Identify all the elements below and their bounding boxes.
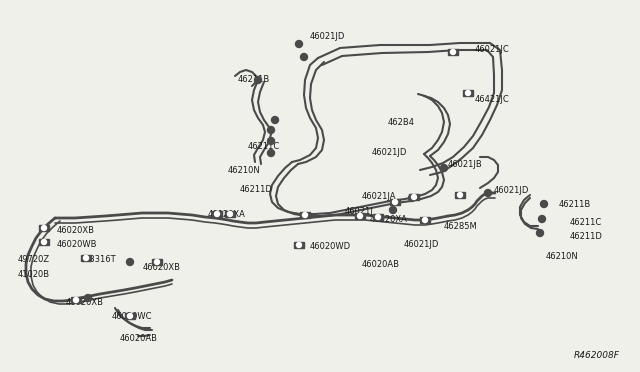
- Bar: [409, 194, 419, 200]
- Text: 46020XB: 46020XB: [143, 263, 181, 272]
- Bar: [225, 211, 235, 217]
- Text: R462008F: R462008F: [574, 351, 620, 360]
- Bar: [39, 239, 49, 245]
- Circle shape: [440, 164, 447, 171]
- Bar: [390, 199, 400, 205]
- Text: 46020XA: 46020XA: [208, 210, 246, 219]
- Bar: [294, 242, 304, 248]
- Text: 46021J: 46021J: [345, 207, 374, 216]
- Circle shape: [408, 195, 415, 202]
- Bar: [455, 192, 465, 198]
- Bar: [355, 213, 365, 219]
- Bar: [373, 214, 383, 220]
- Circle shape: [296, 41, 303, 48]
- Circle shape: [538, 215, 545, 222]
- Circle shape: [458, 192, 463, 198]
- Text: 46421JC: 46421JC: [475, 95, 509, 104]
- Circle shape: [83, 256, 88, 260]
- Circle shape: [390, 206, 397, 214]
- Text: 46020AB: 46020AB: [362, 260, 400, 269]
- Circle shape: [451, 49, 456, 55]
- Text: 46211B: 46211B: [559, 200, 591, 209]
- Bar: [125, 313, 135, 319]
- Bar: [448, 49, 458, 55]
- Bar: [152, 259, 162, 265]
- Circle shape: [227, 212, 232, 217]
- Circle shape: [484, 189, 492, 196]
- Text: 46210N: 46210N: [546, 252, 579, 261]
- Circle shape: [358, 214, 362, 218]
- Circle shape: [465, 90, 470, 96]
- Circle shape: [214, 212, 220, 217]
- Circle shape: [271, 116, 278, 124]
- Text: 46211D: 46211D: [240, 185, 273, 194]
- Text: 46020WC: 46020WC: [112, 312, 152, 321]
- Circle shape: [296, 243, 301, 247]
- Text: 46020XB: 46020XB: [57, 226, 95, 235]
- Text: 46285M: 46285M: [444, 222, 477, 231]
- Text: 49720Z: 49720Z: [18, 255, 50, 264]
- Circle shape: [536, 230, 543, 237]
- Text: 46020XB: 46020XB: [66, 298, 104, 307]
- Text: 46021JB: 46021JB: [448, 160, 483, 169]
- Circle shape: [268, 150, 275, 157]
- Bar: [420, 217, 430, 223]
- Bar: [300, 212, 310, 218]
- Circle shape: [412, 195, 417, 199]
- Text: 46020WD: 46020WD: [310, 242, 351, 251]
- Text: 46021JD: 46021JD: [494, 186, 529, 195]
- Text: 46210N: 46210N: [228, 166, 260, 175]
- Circle shape: [422, 218, 428, 222]
- Circle shape: [127, 259, 134, 266]
- Text: 46020WB: 46020WB: [57, 240, 97, 249]
- Text: 46211D: 46211D: [570, 232, 603, 241]
- Text: 46021JA: 46021JA: [362, 192, 397, 201]
- Text: 46211B: 46211B: [238, 75, 270, 84]
- Circle shape: [42, 240, 47, 244]
- Bar: [39, 225, 49, 231]
- Circle shape: [303, 212, 307, 218]
- Text: 46021JD: 46021JD: [404, 240, 440, 249]
- Text: 46020AB: 46020AB: [120, 334, 158, 343]
- Circle shape: [154, 260, 159, 264]
- Text: 46211C: 46211C: [570, 218, 602, 227]
- Bar: [463, 90, 473, 96]
- Circle shape: [301, 54, 307, 61]
- Text: 46020XA: 46020XA: [370, 215, 408, 224]
- Text: 46211C: 46211C: [248, 142, 280, 151]
- Circle shape: [127, 314, 132, 318]
- Circle shape: [84, 295, 92, 301]
- Circle shape: [392, 199, 397, 205]
- Circle shape: [268, 138, 275, 144]
- Text: 46021JD: 46021JD: [372, 148, 408, 157]
- Bar: [71, 297, 81, 303]
- Circle shape: [74, 298, 79, 302]
- Bar: [212, 211, 222, 217]
- Circle shape: [541, 201, 547, 208]
- Circle shape: [42, 225, 47, 231]
- Circle shape: [268, 126, 275, 134]
- Text: 18316T: 18316T: [84, 255, 116, 264]
- Text: 46021JD: 46021JD: [310, 32, 346, 41]
- Bar: [81, 255, 91, 261]
- Text: 41020B: 41020B: [18, 270, 50, 279]
- Text: 46021JC: 46021JC: [475, 45, 509, 54]
- Circle shape: [255, 77, 262, 83]
- Circle shape: [376, 215, 381, 219]
- Text: 462B4: 462B4: [388, 118, 415, 127]
